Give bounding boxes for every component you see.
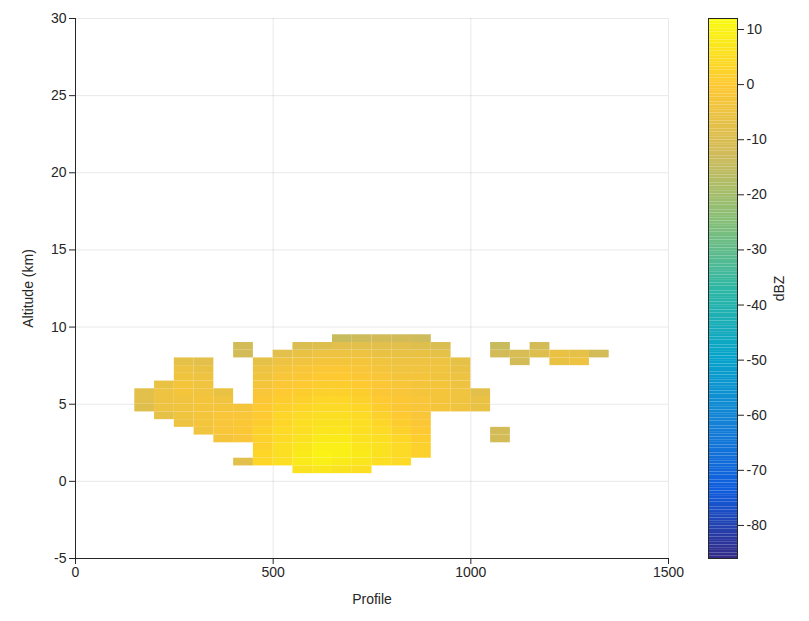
- svg-text:-5: -5: [54, 550, 67, 566]
- svg-text:-20: -20: [747, 186, 767, 202]
- svg-text:1500: 1500: [653, 564, 684, 580]
- svg-text:-80: -80: [747, 517, 767, 533]
- svg-text:500: 500: [261, 564, 285, 580]
- svg-text:-60: -60: [747, 407, 767, 423]
- svg-text:0: 0: [72, 564, 80, 580]
- svg-text:30: 30: [51, 10, 67, 26]
- svg-text:Altitude (km): Altitude (km): [20, 249, 36, 328]
- svg-text:15: 15: [51, 241, 67, 257]
- svg-text:1000: 1000: [455, 564, 486, 580]
- svg-text:5: 5: [59, 396, 67, 412]
- svg-text:10: 10: [747, 21, 763, 37]
- svg-text:-30: -30: [747, 241, 767, 257]
- svg-text:10: 10: [51, 319, 67, 335]
- svg-text:Profile: Profile: [352, 591, 392, 607]
- svg-text:-50: -50: [747, 352, 767, 368]
- svg-text:20: 20: [51, 164, 67, 180]
- svg-text:0: 0: [747, 76, 755, 92]
- svg-text:-70: -70: [747, 462, 767, 478]
- svg-text:dBZ: dBZ: [771, 275, 787, 301]
- svg-text:-10: -10: [747, 131, 767, 147]
- svg-text:25: 25: [51, 87, 67, 103]
- svg-text:0: 0: [59, 473, 67, 489]
- svg-text:-40: -40: [747, 297, 767, 313]
